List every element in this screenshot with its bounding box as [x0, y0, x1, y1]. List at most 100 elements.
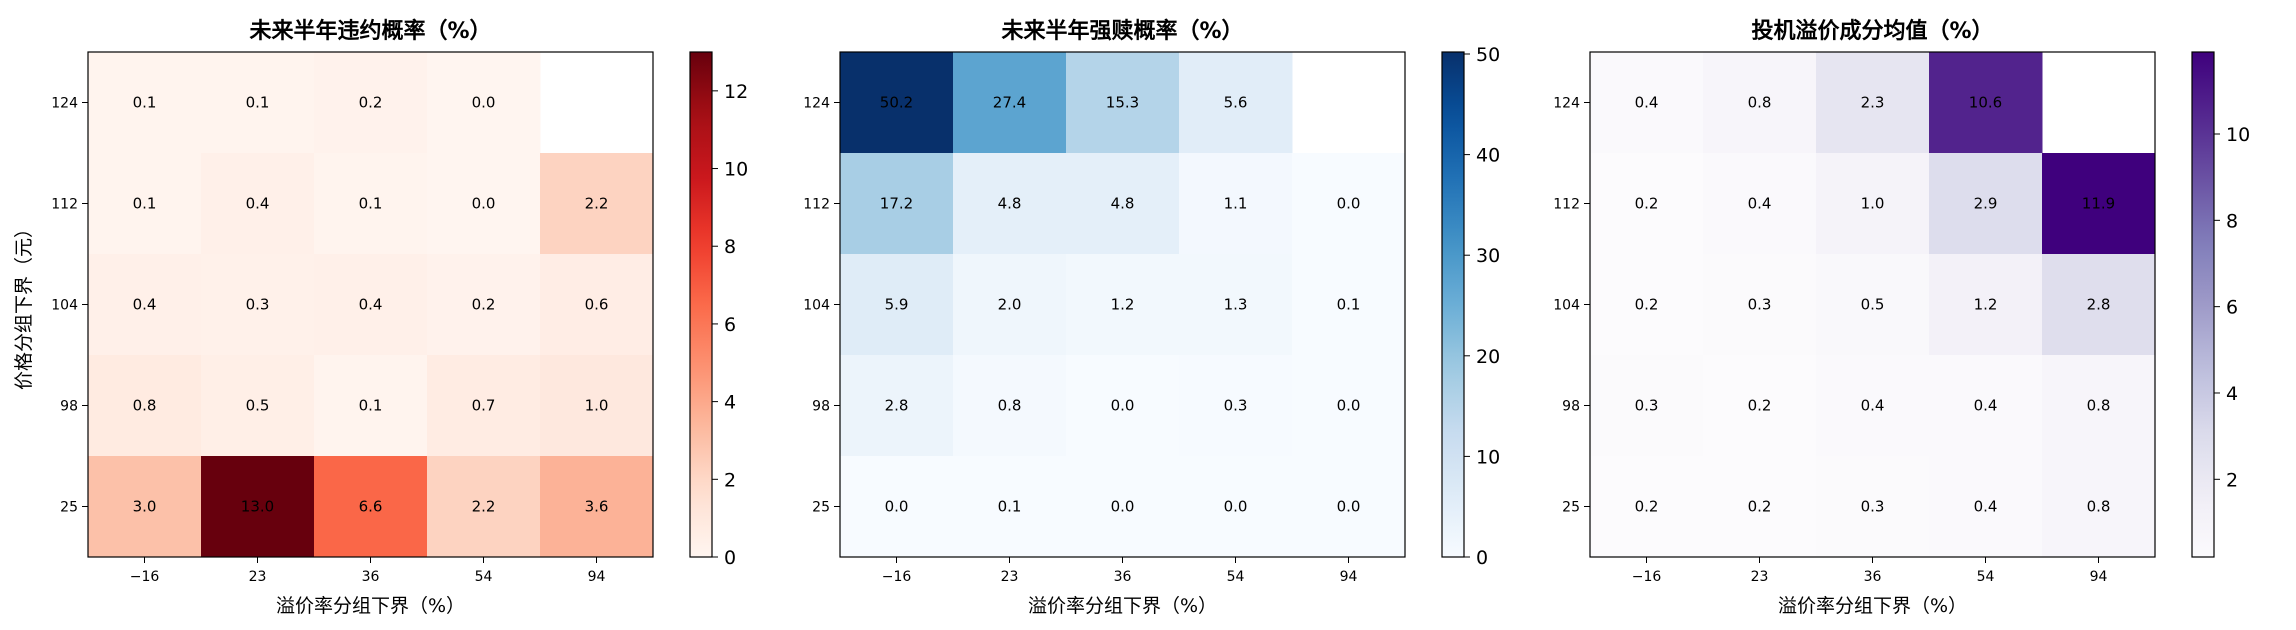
cell-value-label: 0.2	[1748, 397, 1772, 415]
y-tick-label: 25	[1562, 500, 1580, 516]
colorbar-tick-label: 40	[1476, 145, 1500, 167]
cell-value-label: 0.4	[359, 296, 383, 314]
heatmap-cell	[1066, 52, 1180, 154]
heatmap-cell	[840, 254, 954, 356]
colorbar-tick-label: 12	[724, 81, 748, 103]
cell-value-label: 0.8	[133, 397, 157, 415]
cell-value-label: 2.2	[585, 195, 609, 213]
heatmap-cell	[1292, 153, 1406, 255]
cell-value-label: 0.8	[1748, 94, 1772, 112]
heatmap-cell	[201, 52, 315, 154]
heatmap-cell	[314, 52, 428, 154]
heatmap-cell	[1179, 52, 1293, 154]
heatmap-cell	[953, 355, 1067, 457]
colorbar-frame	[2191, 51, 2215, 558]
cell-value-label: 4.8	[1111, 195, 1135, 213]
x-tick-label: 54	[475, 569, 493, 585]
heatmap-cell	[1292, 254, 1406, 356]
cell-value-label: 0.1	[359, 397, 383, 415]
x-tick-label: 94	[588, 569, 606, 585]
heatmap-cell	[1066, 254, 1180, 356]
cell-value-label: 2.8	[2087, 296, 2111, 314]
cell-value-label: 0.1	[133, 94, 157, 112]
y-tick-label: 104	[1553, 298, 1580, 314]
cell-value-label: 1.0	[585, 397, 609, 415]
y-tick-label: 112	[1553, 197, 1580, 213]
colorbar: 0 2 4 6 8 10 12	[689, 51, 748, 569]
heatmap-cell	[1816, 456, 1930, 558]
cell-value-label: 10.6	[1969, 94, 2002, 112]
y-tick-label: 25	[812, 500, 830, 516]
cell-value-label: 0.8	[2087, 397, 2111, 415]
cell-value-label: 0.3	[1861, 498, 1885, 516]
heatmap-cell	[1929, 355, 2043, 457]
colorbar-tick-label: 20	[1476, 346, 1500, 368]
y-tick-label: 124	[51, 96, 78, 112]
heatmap-panel-1: 未来半年违约概率（%）0.1 0.1 0.2 0.00.1 0.4 0.1 0.0 2.20.…	[13, 18, 748, 617]
heatmap-cell	[840, 153, 954, 255]
cell-value-label: 0.5	[246, 397, 270, 415]
heatmap-cell	[2042, 254, 2156, 356]
heatmap-cell	[201, 254, 315, 356]
cell-value-label: 5.9	[885, 296, 909, 314]
cell-value-label: 0.1	[359, 195, 383, 213]
cell-value-label: 0.6	[585, 296, 609, 314]
y-tick-label: 25	[60, 500, 78, 516]
y-tick-label: 98	[60, 399, 78, 415]
cell-value-label: 0.1	[133, 195, 157, 213]
colorbar-tick-label: 8	[2226, 210, 2238, 232]
cell-value-label: 6.6	[359, 498, 383, 516]
cell-value-label: 5.6	[1224, 94, 1248, 112]
heatmap-cell	[540, 456, 654, 558]
cell-value-label: 2.2	[472, 498, 496, 516]
colorbar-frame	[689, 51, 713, 558]
cell-value-label: 0.2	[1635, 296, 1659, 314]
heatmap-cell	[953, 456, 1067, 558]
cell-value-label: 1.0	[1861, 195, 1885, 213]
cell-value-label: 1.3	[1224, 296, 1248, 314]
colorbar-gradient	[2192, 52, 2214, 557]
cell-value-label: 13.0	[241, 498, 274, 516]
cell-value-label: 0.4	[246, 195, 270, 213]
cell-value-label: 2.3	[1861, 94, 1885, 112]
y-tick-label: 98	[812, 399, 830, 415]
cell-value-label: 0.0	[1337, 195, 1361, 213]
x-tick-label: −16	[882, 569, 912, 585]
heatmap-cell	[314, 254, 428, 356]
heatmap-cell	[88, 456, 202, 558]
x-tick-label: 36	[1114, 569, 1132, 585]
y-tick-label: 98	[1562, 399, 1580, 415]
heatmap-cell	[840, 456, 954, 558]
heatmap-cell	[314, 456, 428, 558]
cell-value-label: 0.1	[246, 94, 270, 112]
heatmap-cell	[1590, 355, 1704, 457]
colorbar-tick-label: 2	[724, 469, 736, 491]
heatmap-cell	[840, 355, 954, 457]
cell-value-label: 0.8	[998, 397, 1022, 415]
cell-value-label: 1.2	[1111, 296, 1135, 314]
colorbar-gradient	[1442, 52, 1464, 557]
cell-value-label: 27.4	[993, 94, 1026, 112]
heatmap-cell	[88, 254, 202, 356]
cell-value-label: 0.3	[1224, 397, 1248, 415]
colorbar-tick-label: 4	[724, 392, 736, 414]
colorbar-tick-label: 8	[724, 236, 736, 258]
y-tick-label: 124	[1553, 96, 1580, 112]
heatmap-cell	[1590, 254, 1704, 356]
heatmap-panel-3: 投机溢价成分均值（%） 0.4 0.8 2.3 10.6 0.2 0.4 1.0 2.9 11.9…	[1553, 18, 2250, 617]
heatmap-cell	[1703, 355, 1817, 457]
colorbar-tick-label: 4	[2226, 383, 2238, 405]
chart-title: 未来半年违约概率（%）	[249, 18, 491, 44]
y-tick-label: 112	[803, 197, 830, 213]
colorbar-tick-label: 10	[2226, 124, 2250, 146]
heatmap-cell	[1929, 254, 2043, 356]
heatmap-panel-2: 未来半年强赎概率（%） 50.2 27.4 15.3 5.6 17.2 4.8 4.8 1.1 0…	[803, 18, 1500, 617]
cell-value-label: 4.8	[998, 195, 1022, 213]
cell-value-label: 0.4	[133, 296, 157, 314]
cell-value-label: 0.1	[1337, 296, 1361, 314]
cell-value-label: 0.0	[1111, 498, 1135, 516]
cell-value-label: 3.0	[133, 498, 157, 516]
x-tick-label: 36	[362, 569, 380, 585]
heatmap-cell	[201, 153, 315, 255]
